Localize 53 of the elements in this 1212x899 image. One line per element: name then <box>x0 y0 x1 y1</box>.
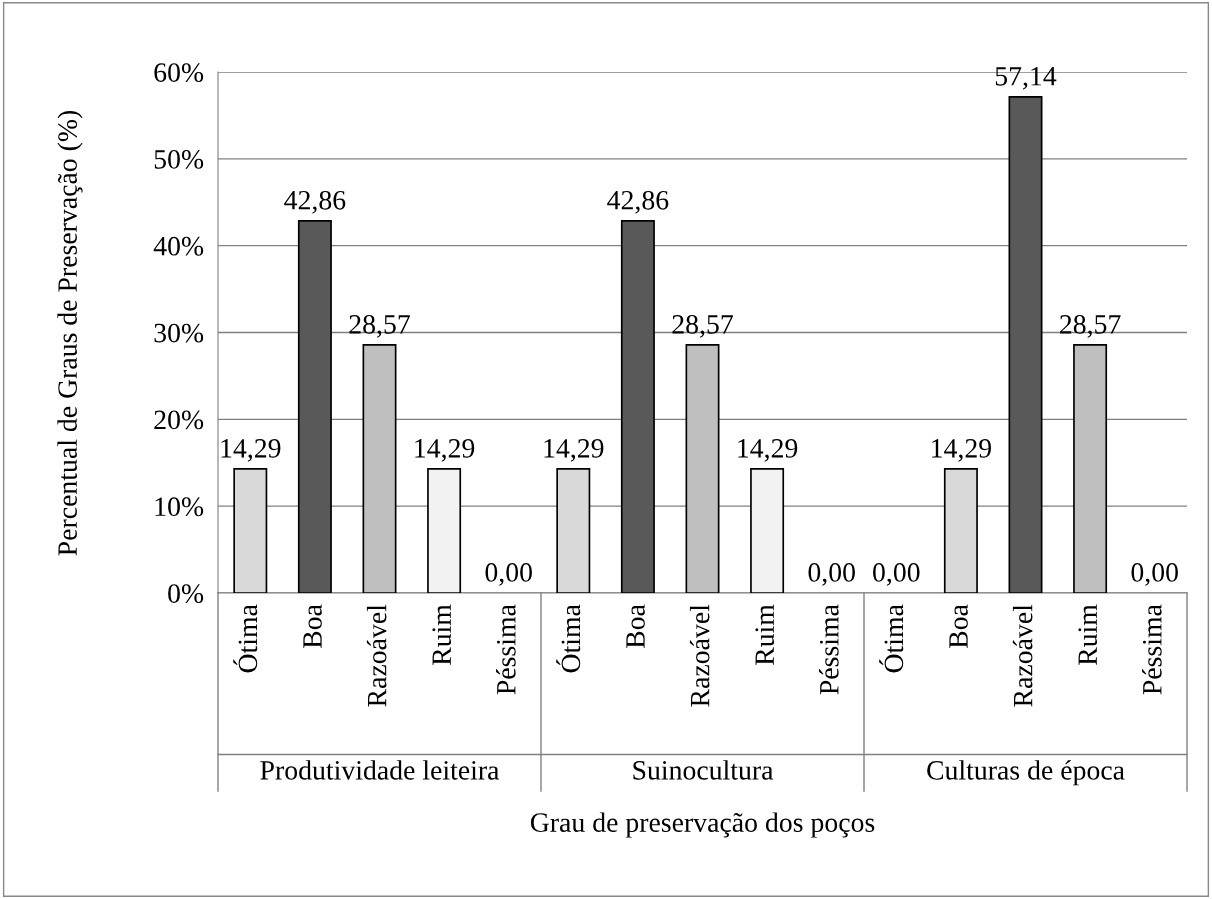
bar <box>620 219 655 593</box>
bar <box>233 468 268 593</box>
y-axis-title: Percentual de Graus de Preservação (%) <box>57 110 83 556</box>
bar <box>750 468 785 593</box>
bar <box>556 468 591 593</box>
x-tick-label: Boa <box>626 604 645 649</box>
data-label: 57,14 <box>995 67 1057 90</box>
y-tick-label: 0% <box>168 584 204 603</box>
bar <box>1008 95 1043 593</box>
bar <box>297 219 332 593</box>
x-tick-label: Péssima <box>1142 604 1162 695</box>
x-tick-label: Boa <box>949 604 968 649</box>
data-label: 14,29 <box>932 439 992 462</box>
text: Suinocultura <box>633 760 774 780</box>
x-tick-label: Ruim <box>755 604 775 666</box>
data-label: 28,57 <box>1060 314 1121 338</box>
text: Culturas de época <box>927 760 1125 786</box>
x-tick-label: Ótima <box>879 604 904 673</box>
data-label: 0,00 <box>873 563 920 586</box>
x-tick-label: Ruim <box>432 604 452 666</box>
x-tick-label: Péssima <box>496 604 516 695</box>
data-label: 28,57 <box>672 314 733 338</box>
data-label: 14,29 <box>544 439 604 462</box>
bar <box>943 468 978 593</box>
x-tick-label: Ruim <box>1078 604 1098 666</box>
bar <box>685 344 720 593</box>
data-label: 14,29 <box>221 439 281 462</box>
y-tick-label: 50% <box>154 150 204 169</box>
x-tick-label: Ótima <box>233 604 258 673</box>
x-tick-label: Ótima <box>556 604 581 673</box>
x-tick-label: Péssima <box>819 604 839 695</box>
y-tick-label: 30% <box>154 323 204 343</box>
bar <box>362 344 397 593</box>
x-tick-label: Boa <box>303 604 322 649</box>
y-tick-label: 60% <box>154 63 204 82</box>
y-tick-label: 10% <box>155 497 204 517</box>
data-label: 28,57 <box>349 314 410 338</box>
data-label: 0,00 <box>1131 563 1178 586</box>
data-label: 42,86 <box>284 190 346 214</box>
bar <box>427 468 462 593</box>
text: Produtividade leiteira <box>260 760 500 780</box>
x-axis-title: Grau de preservação dos poços <box>530 812 875 838</box>
data-label: 14,29 <box>738 439 798 462</box>
bar <box>1073 344 1108 593</box>
y-tick-label: 20% <box>154 410 204 430</box>
data-label: 14,29 <box>415 439 475 462</box>
data-label: 0,00 <box>485 563 532 586</box>
y-tick-label: 40% <box>153 236 204 256</box>
x-tick-label: Razoável <box>366 604 387 707</box>
data-label: 42,86 <box>607 190 669 214</box>
x-tick-label: Razoável <box>689 604 710 707</box>
data-label: 0,00 <box>808 563 855 586</box>
x-tick-label: Razoável <box>1012 604 1033 707</box>
